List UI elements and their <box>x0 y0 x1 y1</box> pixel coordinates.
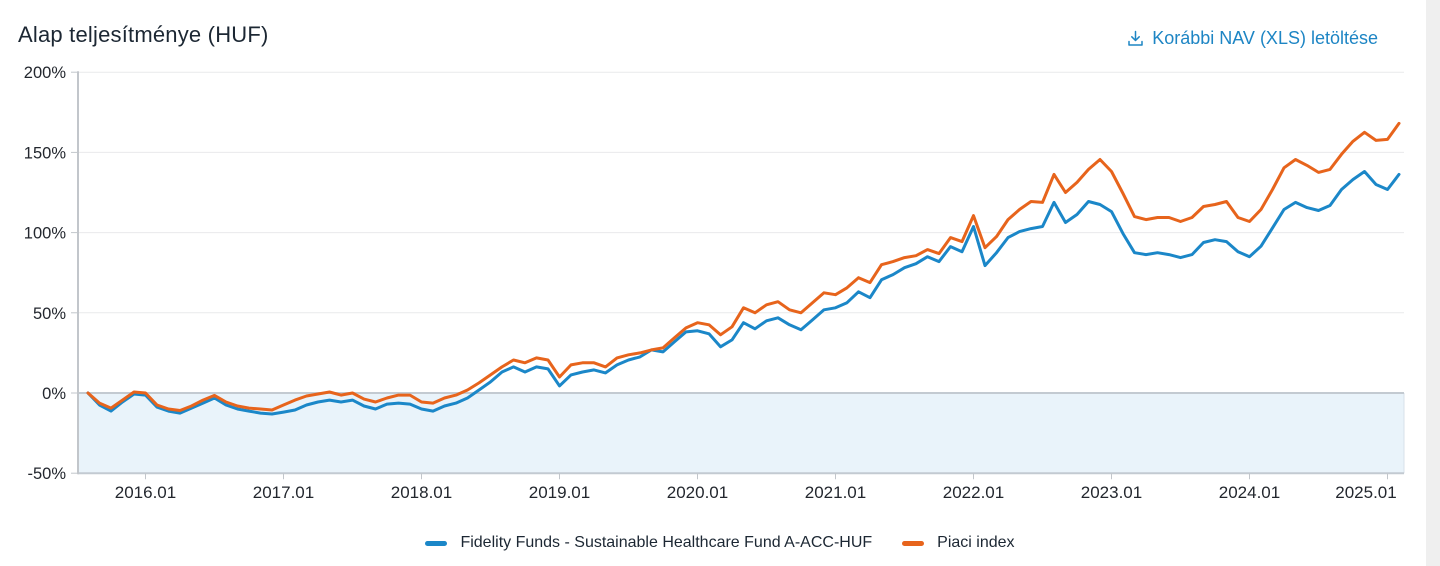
page-title: Alap teljesítménye (HUF) <box>18 22 269 47</box>
x-tick-label: 2016.01 <box>115 483 176 502</box>
index-series-line <box>86 121 1401 412</box>
y-tick-label: 100% <box>24 225 67 243</box>
download-icon <box>1128 30 1143 46</box>
fund-series-line <box>86 170 1401 416</box>
y-tick-label: 50% <box>33 305 66 323</box>
x-tick-label: 2018.01 <box>391 483 452 502</box>
x-tick-label: 2021.01 <box>805 483 866 502</box>
chart-header: Alap teljesítménye (HUF) Korábbi NAV (XL… <box>0 0 1410 62</box>
x-tick-label: 2022.01 <box>943 483 1004 502</box>
index-legend-label: Piaci index <box>937 534 1015 551</box>
y-tick-label: 0% <box>42 385 66 403</box>
y-tick-label: -50% <box>27 465 66 483</box>
chart-legend: Fidelity Funds - Sustainable Healthcare … <box>0 534 1440 552</box>
performance-chart: 200% 150% 100% 50% 0% -50% 2016.01 2017.01 2018.… <box>24 64 1405 502</box>
download-link-label: Korábbi NAV (XLS) letöltése <box>1152 28 1378 48</box>
x-tick-label: 2023.01 <box>1081 483 1142 502</box>
x-tick-label: 2025.01 <box>1335 483 1396 502</box>
negative-area-fill <box>78 393 1404 474</box>
x-tick-label: 2020.01 <box>667 483 728 502</box>
y-tick-label: 200% <box>24 64 67 82</box>
fund-legend-label: Fidelity Funds - Sustainable Healthcare … <box>460 534 873 551</box>
legend-item-fund[interactable]: Fidelity Funds - Sustainable Healthcare … <box>425 534 872 552</box>
x-tick-label: 2024.01 <box>1219 483 1280 502</box>
y-tick-label: 150% <box>24 144 67 162</box>
page-right-gutter <box>1426 0 1440 566</box>
download-nav-xls-link[interactable]: Korábbi NAV (XLS) letöltése <box>1127 28 1378 49</box>
legend-item-index[interactable]: Piaci index <box>902 534 1015 552</box>
fund-line-swatch <box>425 540 448 546</box>
x-tick-label: 2019.01 <box>529 483 590 502</box>
index-line-swatch <box>902 540 925 546</box>
x-tick-label: 2017.01 <box>253 483 314 502</box>
